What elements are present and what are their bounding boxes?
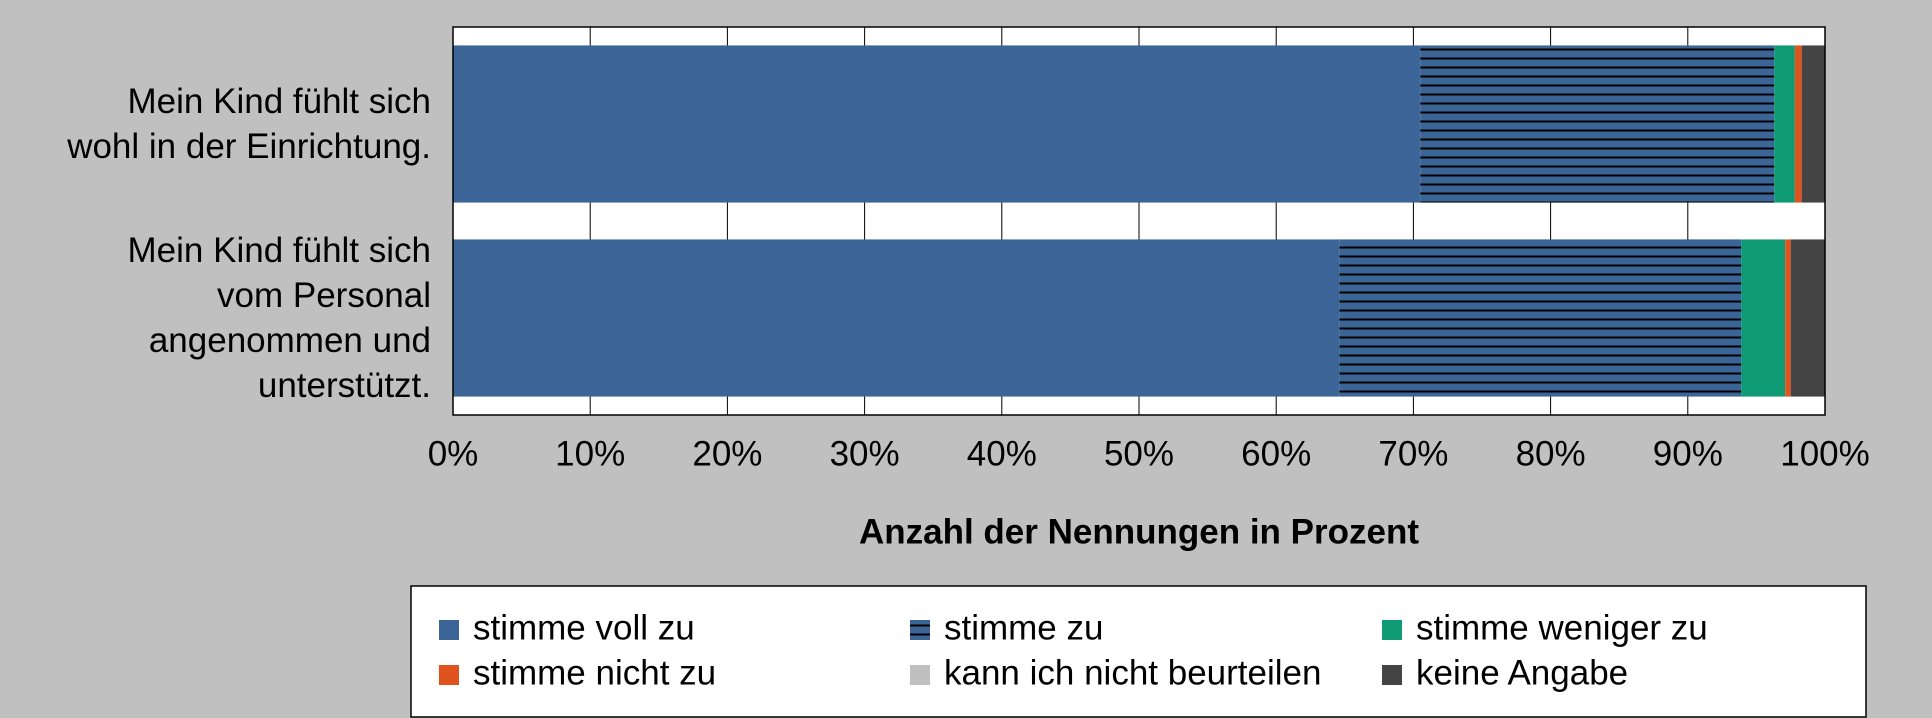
bar-segment: [453, 45, 1421, 203]
bar-segment: [1339, 239, 1742, 397]
legend-marker: [439, 620, 459, 640]
legend-label: stimme weniger zu: [1416, 608, 1708, 647]
bar-segment: [1774, 45, 1795, 203]
legend-marker: [910, 665, 930, 685]
legend-label: stimme zu: [944, 608, 1103, 647]
legend-marker: [1382, 665, 1402, 685]
x-tick-label: 100%: [1780, 434, 1870, 473]
x-tick-label: 40%: [967, 434, 1037, 473]
x-tick-label: 60%: [1241, 434, 1311, 473]
x-tick-label: 20%: [692, 434, 762, 473]
category-label: Mein Kind fühlt sich vom Personal angeno…: [127, 231, 431, 405]
legend-marker: [439, 665, 459, 685]
x-tick-label: 30%: [830, 434, 900, 473]
x-tick-label: 0%: [428, 434, 479, 473]
bar-segment: [453, 239, 1340, 397]
bar-segment: [1801, 45, 1825, 203]
legend-label: keine Angabe: [1416, 653, 1628, 692]
x-tick-label: 50%: [1104, 434, 1174, 473]
bar-segment: [1420, 45, 1775, 203]
legend-marker: [910, 620, 930, 640]
legend-box: [410, 585, 1867, 718]
x-tick-label: 10%: [555, 434, 625, 473]
category-label: Mein Kind fühlt sich wohl in der Einrich…: [67, 82, 431, 166]
legend-label: stimme voll zu: [473, 608, 695, 647]
plot-border: [452, 26, 1826, 416]
legend-label: stimme nicht zu: [473, 653, 716, 692]
bar-segment: [1785, 239, 1791, 397]
bar-segment: [1790, 239, 1825, 397]
bar-segment: [1794, 45, 1802, 203]
bar-segment: [1741, 239, 1786, 397]
x-tick-label: 70%: [1378, 434, 1448, 473]
x-tick-label: 90%: [1653, 434, 1723, 473]
x-tick-label: 80%: [1516, 434, 1586, 473]
legend-marker: [1382, 620, 1402, 640]
legend-label: kann ich nicht beurteilen: [944, 653, 1321, 692]
x-axis-title: Anzahl der Nennungen in Prozent: [859, 512, 1419, 551]
